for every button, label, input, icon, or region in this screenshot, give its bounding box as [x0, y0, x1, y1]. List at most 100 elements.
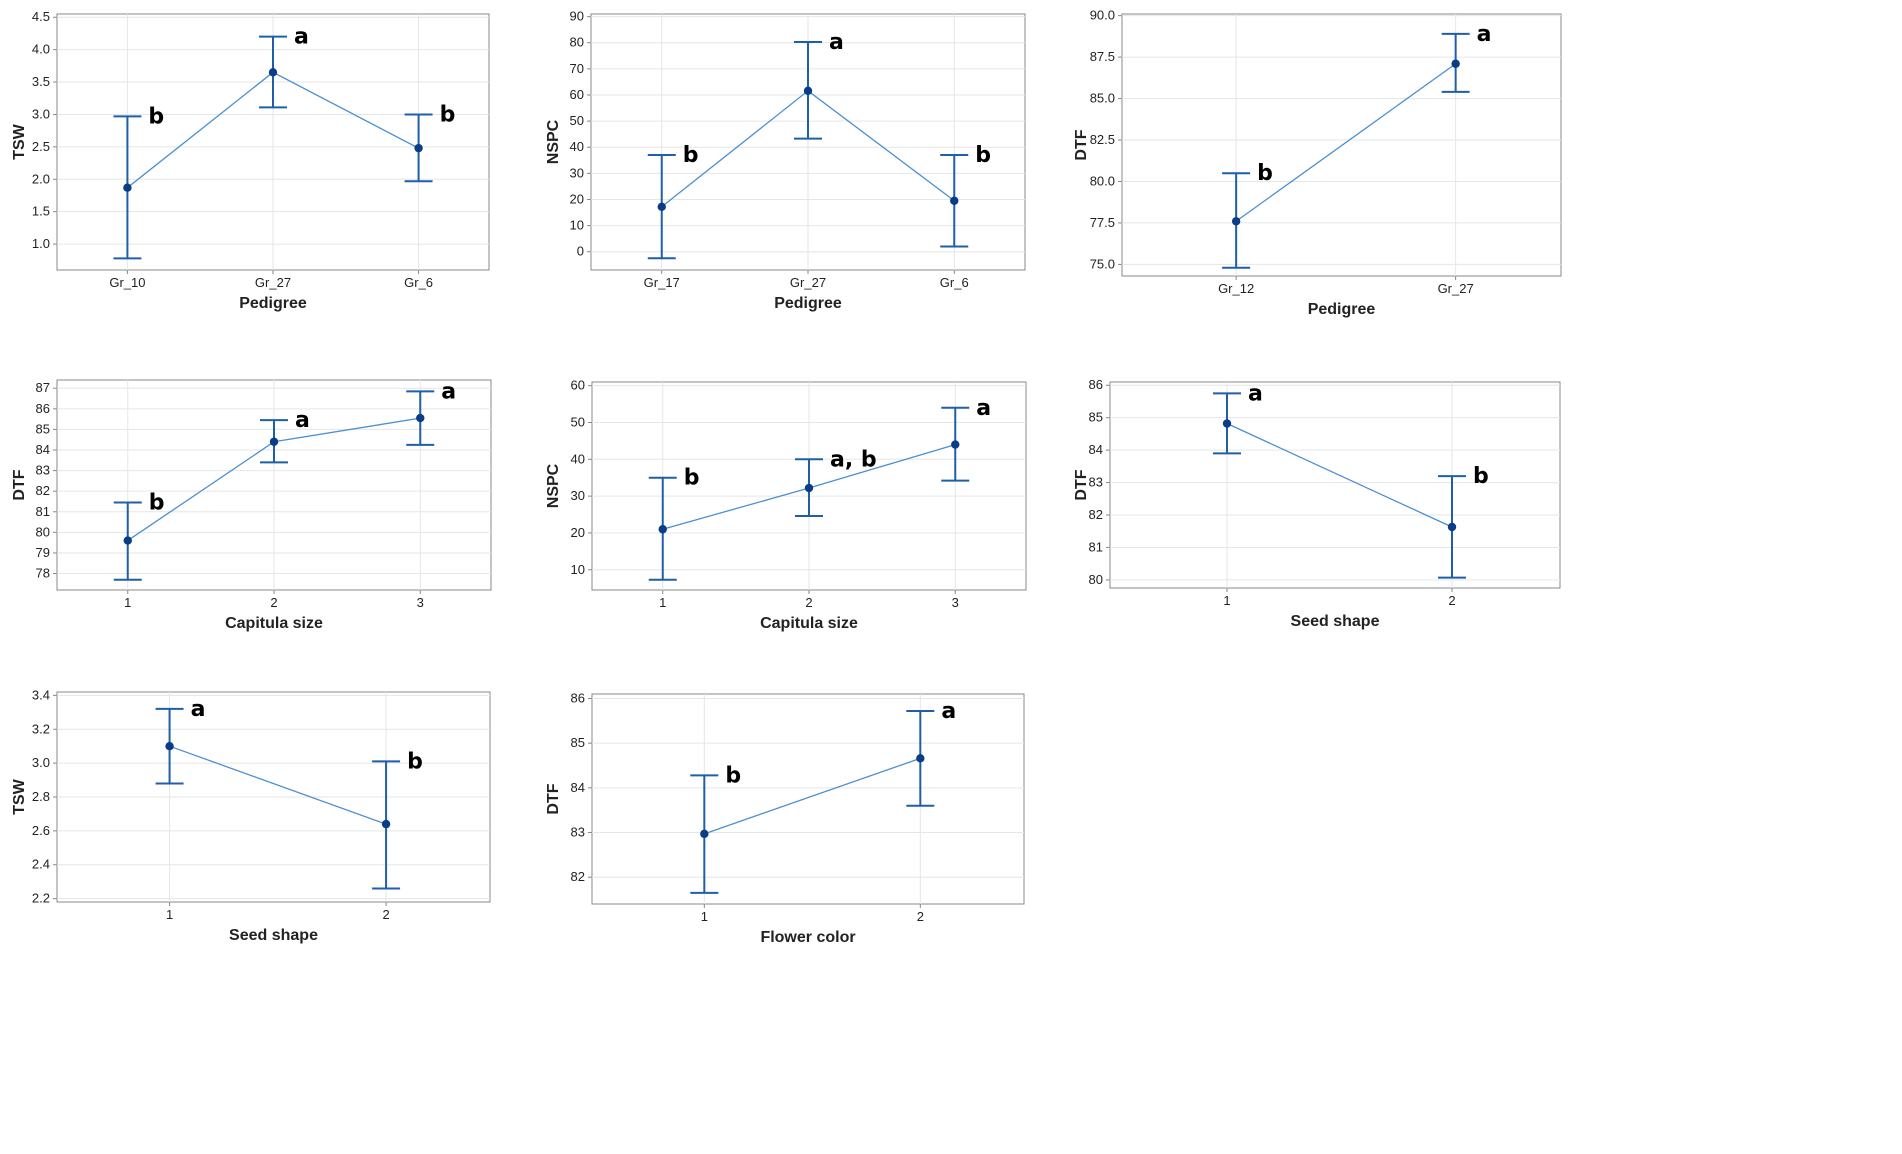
y-tick-label: 20 — [570, 191, 584, 206]
y-tick-label: 81 — [1089, 539, 1103, 554]
panel-nspc-capitula-size: 10 20 30 40 50 60 1 2 3 b a, b a Capitula size NSPC — [534, 340, 1048, 646]
y-tick-label: 40 — [571, 451, 585, 466]
x-tick-label: Gr_27 — [1438, 281, 1474, 296]
plot-frame — [591, 693, 1025, 905]
x-axis-title: Flower color — [760, 929, 855, 946]
y-tick-label: 86 — [36, 401, 50, 416]
mean-point — [951, 440, 960, 449]
x-axis-title: Capitula size — [760, 615, 858, 632]
x-axis-title: Capitula size — [225, 615, 323, 632]
y-tick-label: 3.5 — [32, 74, 50, 89]
x-axis-title: Seed shape — [229, 927, 318, 944]
x-tick-label: Gr_6 — [940, 275, 969, 290]
significance-letter: a — [941, 699, 956, 724]
chart-dtf-seedshape: 80 81 82 83 84 85 86 1 2 a b Seed shape DTF — [1073, 377, 1561, 630]
x-tick-label: Gr_12 — [1218, 281, 1254, 296]
y-tick-label: 87.5 — [1090, 49, 1115, 64]
mean-point — [950, 196, 959, 205]
significance-letter: b — [684, 466, 700, 491]
chart-tsw-seedshape: 2.2 2.4 2.6 2.8 3.0 3.2 3.4 1 2 a b Seed shape TSW — [11, 687, 491, 944]
mean-point — [269, 437, 279, 446]
y-tick-label: 87 — [36, 380, 50, 395]
significance-letter: b — [148, 104, 164, 129]
y-tick-label: 4.0 — [32, 42, 50, 57]
mean-point — [123, 536, 132, 545]
mean-point — [1451, 59, 1460, 68]
mean-point — [658, 525, 667, 534]
mean-point — [165, 741, 174, 751]
y-tick-label: 70 — [570, 61, 584, 76]
y-tick-label: 84 — [36, 442, 50, 457]
y-tick-label: 86 — [571, 690, 585, 705]
y-tick-label: 82 — [571, 869, 585, 884]
mean-point — [1222, 419, 1232, 428]
mean-connect-line — [1226, 422, 1453, 528]
x-axis-title: Pedigree — [774, 295, 842, 312]
x-tick-label: Gr_27 — [790, 275, 826, 290]
x-axis-title: Pedigree — [1308, 301, 1376, 318]
chart-nspc-pedigree: 0 10 20 30 40 50 60 70 80 90 Gr_17 Gr_27 Gr_6 b a b Pedi… — [545, 9, 1026, 312]
y-tick-label: 2.5 — [32, 139, 50, 154]
y-tick-label: 50 — [570, 113, 584, 128]
y-tick-label: 50 — [571, 414, 585, 429]
y-tick-label: 90 — [570, 9, 584, 24]
significance-letter: a — [295, 408, 310, 433]
x-tick-label: Gr_10 — [109, 275, 145, 290]
y-axis-title: TSW — [11, 123, 28, 159]
x-tick-label: 3 — [952, 595, 959, 610]
x-tick-label: 1 — [166, 907, 173, 922]
significance-letter: b — [407, 749, 423, 774]
y-tick-label: 10 — [570, 218, 584, 233]
y-axis-title: DTF — [545, 783, 562, 814]
mean-point — [1231, 217, 1241, 226]
significance-letter: b — [683, 143, 699, 168]
y-tick-label: 60 — [570, 87, 584, 102]
mean-connect-line — [1235, 63, 1457, 222]
y-tick-label: 2.2 — [32, 891, 50, 906]
significance-letter: b — [1257, 161, 1273, 186]
significance-letter: a — [829, 30, 844, 55]
x-tick-label: 2 — [1448, 593, 1455, 608]
y-tick-label: 85 — [1089, 410, 1103, 425]
mean-connect-line — [169, 745, 387, 825]
y-tick-label: 81 — [36, 504, 50, 519]
y-tick-label: 2.4 — [32, 857, 50, 872]
y-tick-label: 90.0 — [1090, 8, 1115, 23]
y-tick-label: 4.5 — [32, 9, 50, 24]
significance-letter: a — [294, 25, 309, 50]
x-axis-title: Seed shape — [1291, 613, 1380, 630]
y-tick-label: 20 — [571, 525, 585, 540]
mean-point — [1447, 522, 1457, 532]
y-tick-label: 3.4 — [32, 687, 50, 702]
panel-dtf-flower-color: 82 83 84 85 86 1 2 b a Flower color DTF — [534, 650, 1048, 950]
y-tick-label: 2.8 — [32, 789, 50, 804]
mean-point — [123, 183, 132, 192]
y-tick-label: 30 — [570, 165, 584, 180]
y-tick-label: 1.5 — [32, 204, 50, 219]
y-tick-label: 83 — [1089, 475, 1103, 490]
x-tick-label: Gr_17 — [644, 275, 680, 290]
mean-point — [700, 829, 709, 839]
y-axis-title: DTF — [11, 469, 28, 500]
y-tick-label: 40 — [570, 139, 584, 154]
mean-point — [416, 413, 425, 423]
y-tick-label: 82 — [1089, 507, 1103, 522]
significance-letter: a — [1248, 381, 1263, 406]
y-tick-label: 0 — [577, 244, 584, 259]
y-tick-label: 79 — [36, 545, 50, 560]
y-tick-label: 82 — [36, 483, 50, 498]
chart-nspc-capitula: 10 20 30 40 50 60 1 2 3 b a, b a Capitula size NSPC — [545, 378, 1027, 632]
x-tick-label: 1 — [659, 595, 666, 610]
x-tick-label: 1 — [1223, 593, 1230, 608]
plot-frame — [1109, 381, 1561, 589]
y-tick-label: 3.0 — [32, 106, 50, 121]
significance-letter: b — [149, 491, 165, 516]
y-tick-label: 83 — [36, 463, 50, 478]
y-tick-label: 10 — [571, 562, 585, 577]
x-tick-label: 3 — [417, 595, 424, 610]
y-tick-label: 84 — [1089, 442, 1103, 457]
panel-dtf-pedigree: 75.0 77.5 80.0 82.5 85.0 87.5 90.0 Gr_12 Gr_27 b a… — [1062, 0, 1576, 334]
x-tick-label: Gr_27 — [255, 275, 291, 290]
y-tick-label: 77.5 — [1090, 215, 1115, 230]
y-tick-label: 3.2 — [32, 721, 50, 736]
